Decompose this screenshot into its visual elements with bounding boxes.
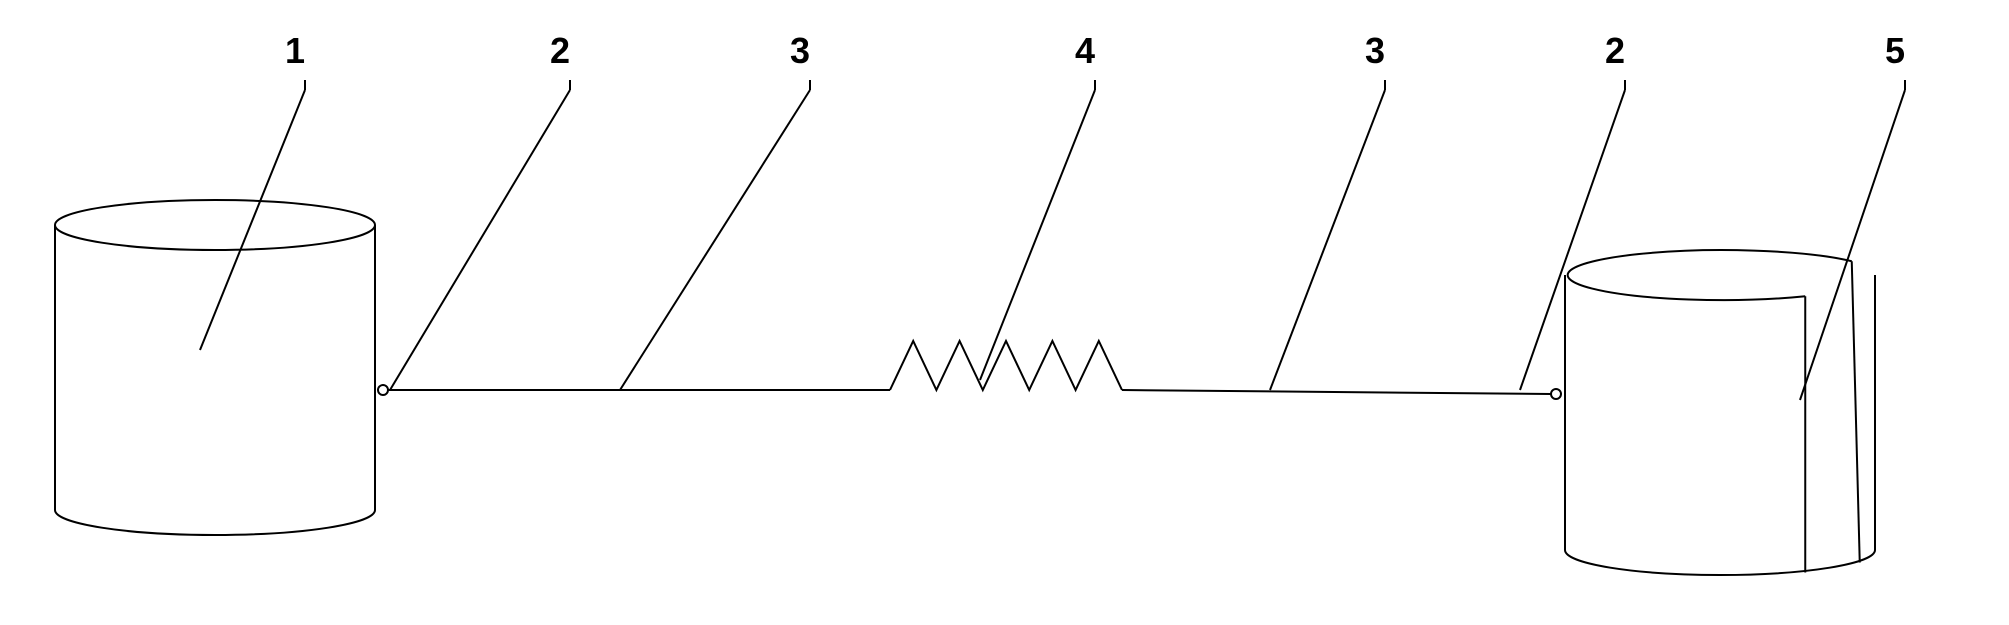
callout-label-7: 5 xyxy=(1885,30,1905,72)
callout-label-1: 1 xyxy=(285,30,305,72)
callout-label-6: 2 xyxy=(1605,30,1625,72)
callout-label-4: 4 xyxy=(1075,30,1095,72)
callout-label-5: 3 xyxy=(1365,30,1385,72)
schematic-diagram: 1 2 3 4 3 2 5 xyxy=(20,20,2009,605)
callout-label-3: 3 xyxy=(790,30,810,72)
callout-label-2: 2 xyxy=(550,30,570,72)
diagram-svg xyxy=(20,20,2009,605)
